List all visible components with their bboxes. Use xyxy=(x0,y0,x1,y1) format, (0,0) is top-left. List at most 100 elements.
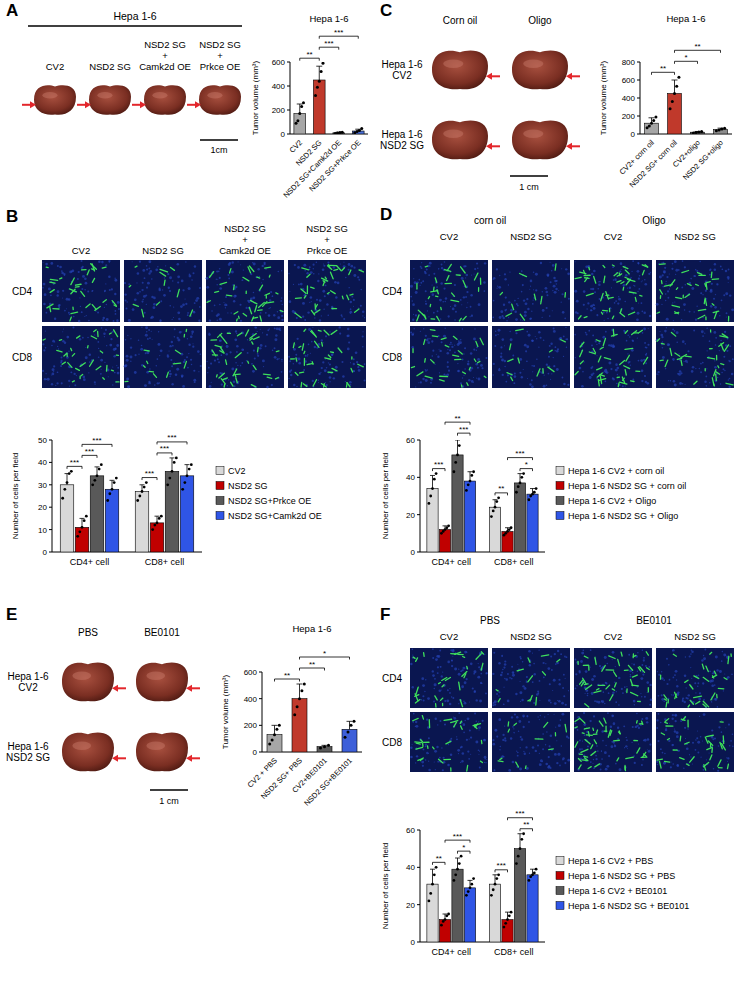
stained-cell xyxy=(209,272,213,278)
nucleus xyxy=(318,379,320,381)
stained-cell xyxy=(437,316,440,321)
stained-cell xyxy=(184,361,186,368)
nucleus xyxy=(420,285,421,286)
micrograph xyxy=(42,260,120,322)
nucleus xyxy=(345,266,346,267)
text-line: NSD2 SG xyxy=(144,39,186,50)
nucleus xyxy=(245,307,247,309)
nucleus xyxy=(508,317,509,318)
nucleus xyxy=(560,337,562,339)
nucleus xyxy=(449,344,451,346)
nucleus xyxy=(556,368,559,371)
nucleus xyxy=(193,311,196,314)
nucleus xyxy=(88,320,90,322)
nucleus xyxy=(130,338,131,339)
nucleus xyxy=(450,306,451,307)
nucleus xyxy=(493,363,495,365)
data-point xyxy=(675,85,678,88)
data-point xyxy=(654,115,657,118)
stained-cell xyxy=(219,373,224,378)
nucleus xyxy=(294,264,296,266)
nucleus xyxy=(355,351,358,354)
nucleus xyxy=(339,326,341,328)
nucleus xyxy=(504,366,505,367)
nucleus xyxy=(603,372,604,373)
bar xyxy=(150,523,164,552)
y-tick-label: 200 xyxy=(272,106,286,115)
nucleus xyxy=(270,291,272,293)
nucleus xyxy=(345,277,346,278)
nucleus xyxy=(276,358,278,360)
nucleus xyxy=(574,290,577,293)
nucleus xyxy=(681,286,683,288)
nucleus xyxy=(327,314,329,316)
nucleus xyxy=(546,384,548,386)
stained-cell xyxy=(561,340,566,342)
nucleus xyxy=(439,299,442,302)
nucleus xyxy=(476,378,477,379)
stained-cell xyxy=(512,304,514,309)
liver-photo xyxy=(512,121,580,160)
liver-photo xyxy=(432,51,500,90)
nucleus xyxy=(328,362,329,363)
nucleus xyxy=(68,298,71,301)
liver-photo xyxy=(512,51,580,90)
nucleus xyxy=(206,277,209,280)
stained-cell xyxy=(580,272,586,273)
nucleus xyxy=(169,370,171,372)
nucleus xyxy=(410,285,413,288)
nucleus xyxy=(236,333,237,334)
nucleus xyxy=(504,345,505,346)
nucleus xyxy=(135,354,137,356)
nucleus xyxy=(674,301,675,302)
nucleus xyxy=(531,379,533,381)
stained-cell xyxy=(71,348,72,350)
stained-cell xyxy=(640,295,642,297)
nucleus xyxy=(268,315,269,316)
stained-cell xyxy=(233,285,235,290)
nucleus xyxy=(298,357,301,360)
nucleus xyxy=(277,316,280,319)
stained-cell xyxy=(585,277,589,279)
column-label: CV2 xyxy=(440,231,458,242)
stained-cell xyxy=(304,358,305,365)
data-point xyxy=(145,481,148,484)
micrograph xyxy=(492,260,570,322)
stained-cell xyxy=(59,339,61,341)
data-point xyxy=(700,130,703,133)
nucleus xyxy=(68,380,70,382)
stained-cell xyxy=(71,312,78,313)
nucleus xyxy=(437,356,439,358)
nucleus xyxy=(626,340,628,342)
nucleus xyxy=(153,303,155,305)
nucleus xyxy=(289,300,292,303)
nucleus xyxy=(62,290,64,292)
stained-cell xyxy=(623,378,625,380)
nucleus xyxy=(538,331,541,334)
nucleus xyxy=(253,292,255,294)
micrograph-bg xyxy=(42,326,120,388)
nucleus xyxy=(163,294,166,297)
nucleus xyxy=(639,275,641,277)
stained-cell xyxy=(542,369,544,373)
nucleus xyxy=(567,384,569,386)
nucleus xyxy=(495,331,496,332)
nucleus xyxy=(433,273,435,275)
nucleus xyxy=(454,319,456,321)
error-bar xyxy=(65,474,70,485)
stained-cell xyxy=(81,291,85,296)
micrograph xyxy=(410,326,488,388)
nucleus xyxy=(353,274,356,277)
nucleus xyxy=(209,385,212,388)
nucleus xyxy=(310,353,311,354)
nucleus xyxy=(444,261,446,263)
nucleus xyxy=(476,349,478,351)
nucleus xyxy=(512,354,514,356)
nucleus xyxy=(281,361,282,362)
nucleus xyxy=(43,283,46,286)
nucleus xyxy=(260,312,262,314)
nucleus xyxy=(637,337,638,338)
arrow xyxy=(491,75,500,77)
nucleus xyxy=(596,314,598,316)
nucleus xyxy=(138,354,139,355)
